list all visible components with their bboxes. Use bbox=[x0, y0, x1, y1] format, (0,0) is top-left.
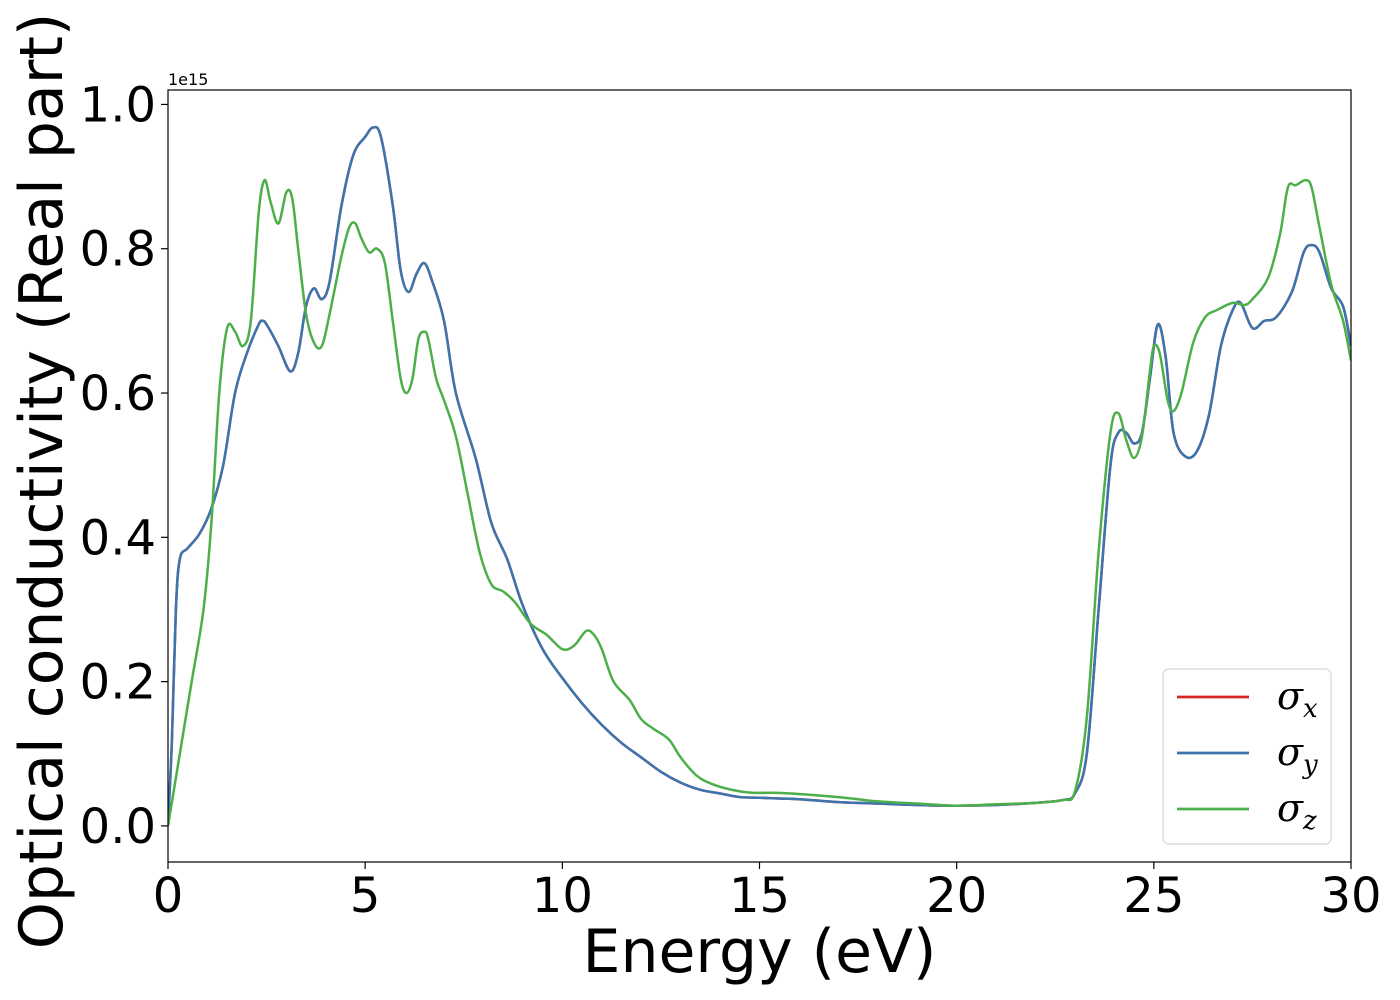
x-tick-label: 10 bbox=[532, 868, 593, 924]
y-tick-label: 0.6 bbox=[80, 366, 156, 422]
x-tick-label: 30 bbox=[1320, 868, 1381, 924]
legend-box bbox=[1162, 668, 1332, 845]
series-line-sigma-z bbox=[168, 178, 1351, 827]
y-tick-label: 0.4 bbox=[80, 510, 156, 566]
x-tick-label: 15 bbox=[729, 868, 790, 924]
y-axis-offset-text: 1e15 bbox=[168, 70, 208, 89]
y-axis-label: Optical conductivity (Real part) bbox=[7, 13, 77, 950]
x-axis-label: Energy (eV) bbox=[583, 917, 937, 987]
x-axis-ticks: 0 5 10 15 20 25 30 bbox=[153, 862, 1382, 924]
x-tick-label: 20 bbox=[926, 868, 987, 924]
y-tick-label: 0.2 bbox=[80, 655, 156, 711]
y-axis-ticks: 0.0 0.2 0.4 0.6 0.8 1.0 bbox=[80, 77, 168, 855]
y-tick-label: 0.8 bbox=[80, 222, 156, 278]
x-tick-label: 0 bbox=[153, 868, 184, 924]
series-line-sigma-y bbox=[168, 125, 1351, 826]
y-tick-label: 0.0 bbox=[80, 799, 156, 855]
y-tick-label: 1.0 bbox=[80, 77, 156, 133]
x-tick-label: 5 bbox=[350, 868, 381, 924]
series-layer bbox=[168, 125, 1351, 827]
legend-entry: σx bbox=[1277, 674, 1318, 724]
x-tick-label: 25 bbox=[1123, 868, 1184, 924]
